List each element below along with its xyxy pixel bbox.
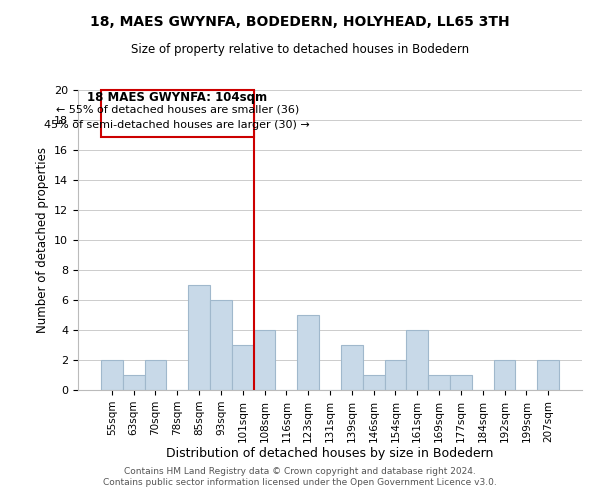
Text: 18, MAES GWYNFA, BODEDERN, HOLYHEAD, LL65 3TH: 18, MAES GWYNFA, BODEDERN, HOLYHEAD, LL6… bbox=[90, 15, 510, 29]
Bar bbox=[101, 360, 123, 390]
X-axis label: Distribution of detached houses by size in Bodedern: Distribution of detached houses by size … bbox=[166, 448, 494, 460]
Bar bbox=[494, 360, 515, 390]
Bar bbox=[428, 375, 450, 390]
Text: Size of property relative to detached houses in Bodedern: Size of property relative to detached ho… bbox=[131, 42, 469, 56]
Y-axis label: Number of detached properties: Number of detached properties bbox=[35, 147, 49, 333]
Bar bbox=[188, 285, 210, 390]
Bar bbox=[406, 330, 428, 390]
Bar bbox=[297, 315, 319, 390]
Bar bbox=[232, 345, 254, 390]
Bar bbox=[341, 345, 363, 390]
Text: Contains HM Land Registry data © Crown copyright and database right 2024.: Contains HM Land Registry data © Crown c… bbox=[124, 467, 476, 476]
Bar bbox=[363, 375, 385, 390]
Text: 18 MAES GWYNFA: 104sqm: 18 MAES GWYNFA: 104sqm bbox=[87, 91, 268, 104]
Text: ← 55% of detached houses are smaller (36): ← 55% of detached houses are smaller (36… bbox=[56, 104, 299, 115]
Bar bbox=[210, 300, 232, 390]
Bar bbox=[123, 375, 145, 390]
Text: Contains public sector information licensed under the Open Government Licence v3: Contains public sector information licen… bbox=[103, 478, 497, 487]
Bar bbox=[254, 330, 275, 390]
Bar bbox=[145, 360, 166, 390]
FancyBboxPatch shape bbox=[101, 90, 254, 137]
Text: 45% of semi-detached houses are larger (30) →: 45% of semi-detached houses are larger (… bbox=[44, 120, 310, 130]
Bar bbox=[450, 375, 472, 390]
Bar bbox=[537, 360, 559, 390]
Bar bbox=[385, 360, 406, 390]
